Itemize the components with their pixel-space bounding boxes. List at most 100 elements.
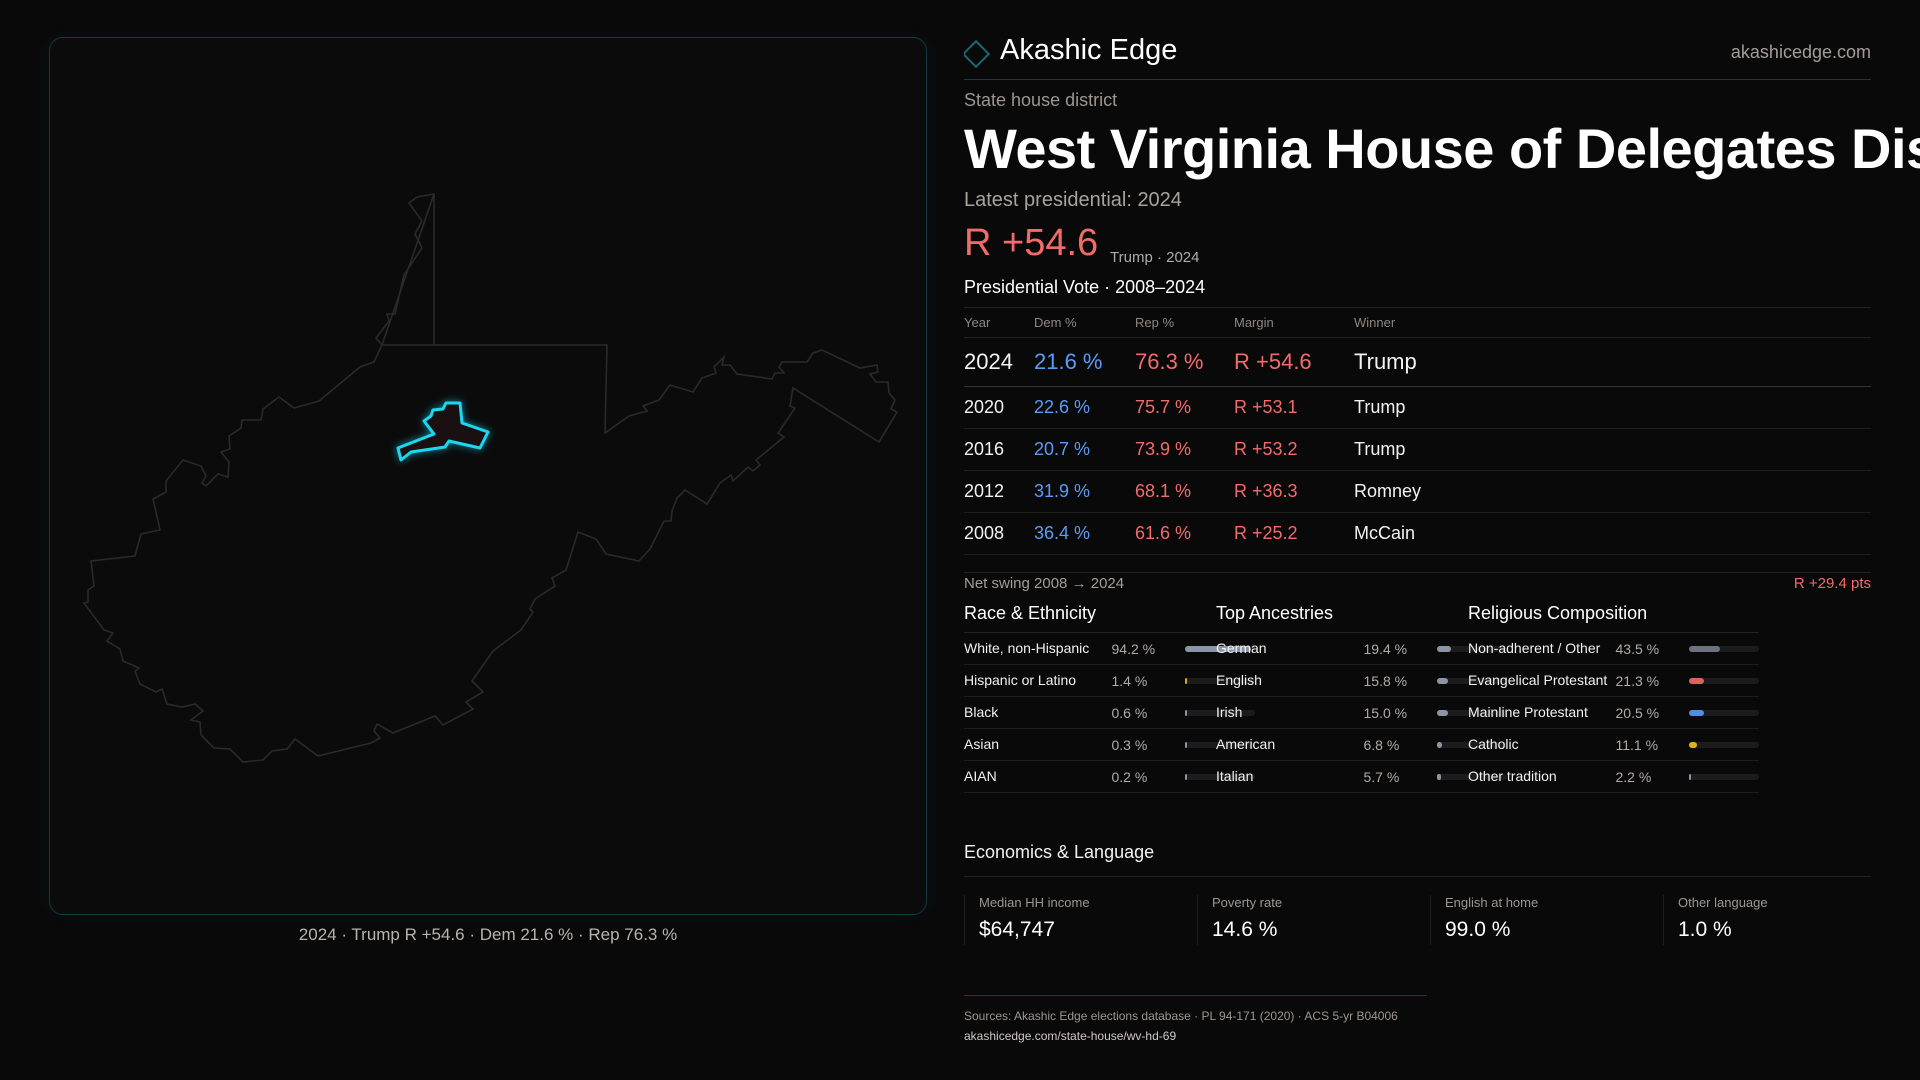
brand-name[interactable]: Akashic Edge <box>1000 34 1178 66</box>
stat-bar-fill <box>1185 741 1187 748</box>
econ-label: Median HH income <box>979 895 1090 910</box>
stat-bar <box>1437 677 1508 684</box>
stat-value: 11.1 % <box>1615 736 1659 753</box>
table-cell: 2024 <box>964 337 1034 387</box>
stat-row: Black 0.6 % <box>964 697 1256 729</box>
stat-row: Non-adherent / Other 43.5 % <box>1468 633 1760 665</box>
map-svg <box>82 192 899 763</box>
stat-label: Italian <box>1216 768 1254 784</box>
stat-row: Other tradition 2.2 % <box>1468 761 1760 793</box>
table-cell: 36.4 % <box>1034 512 1135 555</box>
stat-bar <box>1437 741 1508 748</box>
stat-row: Catholic 11.1 % <box>1468 729 1760 761</box>
stat-row: Italian 5.7 % <box>1216 761 1508 793</box>
site-link[interactable]: akashicedge.com <box>1730 42 1871 62</box>
stat-row: Mainline Protestant 20.5 % <box>1468 697 1760 729</box>
header: Akashic Edge akashicedge.com <box>964 30 1871 80</box>
section-title: Top Ancestries <box>1216 603 1507 633</box>
stat-bar <box>1689 741 1760 748</box>
stat-bar-fill <box>1185 773 1187 780</box>
table-cell: 22.6 % <box>1034 386 1135 429</box>
section-title: Race & Ethnicity <box>964 603 1255 633</box>
stat-value: 19.4 % <box>1363 640 1408 657</box>
stat-row: AIAN 0.2 % <box>964 761 1256 793</box>
district-highlight[interactable] <box>396 401 490 462</box>
stat-row: Hispanic or Latino 1.4 % <box>964 665 1256 697</box>
table-row: 2016 20.7 % 73.9 % R +53.2 Trump <box>964 428 1871 471</box>
district-map[interactable] <box>49 37 927 915</box>
page-url[interactable]: akashicedge.com/state-house/wv-hd-69 <box>964 1029 1177 1043</box>
table-cell: 20.7 % <box>1034 428 1135 471</box>
stat-label: Irish <box>1216 704 1243 720</box>
district-type: State house district <box>964 90 1118 110</box>
stat-value: 20.5 % <box>1615 704 1660 721</box>
stat-label: White, non-Hispanic <box>964 640 1090 656</box>
stat-value: 2.2 % <box>1615 768 1652 785</box>
stat-value: 6.8 % <box>1363 736 1400 753</box>
table-cell: 75.7 % <box>1135 386 1234 429</box>
map-caption: 2024 · Trump R +54.6 · Dem 21.6 % · Rep … <box>298 925 678 944</box>
stat-label: American <box>1216 736 1276 752</box>
table-cell: R +53.1 <box>1234 386 1354 429</box>
stat-value: 15.8 % <box>1363 672 1408 689</box>
stat-row: Irish 15.0 % <box>1216 697 1508 729</box>
sources: Sources: Akashic Edge elections database… <box>964 1009 1398 1023</box>
footer: Sources: Akashic Edge elections database… <box>964 995 1427 1046</box>
stat-value: 43.5 % <box>1615 640 1660 657</box>
stat-bar-fill <box>1689 773 1691 780</box>
stat-bar-fill <box>1437 773 1442 780</box>
stat-bar-fill <box>1185 645 1251 652</box>
diamond-icon <box>964 39 991 69</box>
table-cell: Trump <box>1354 337 1871 387</box>
swing-label: Net swing 2008 → 2024 <box>964 575 1125 592</box>
stat-bar <box>1185 773 1256 780</box>
stat-bar-fill <box>1437 677 1449 684</box>
table-cell: 2012 <box>964 470 1034 513</box>
stat-label: Mainline Protestant <box>1468 704 1588 720</box>
detail-panel: Akashic Edge akashicedge.com State house… <box>964 0 1920 1080</box>
stat-bar <box>1437 709 1508 716</box>
table-cell: Trump <box>1354 428 1871 471</box>
table-cell: R +54.6 <box>1234 337 1354 387</box>
stat-bar <box>1185 741 1256 748</box>
stat-label: AIAN <box>964 768 997 784</box>
stat-bar <box>1689 773 1760 780</box>
stat-label: Evangelical Protestant <box>1468 672 1608 688</box>
econ-value: $64,747 <box>979 918 1055 941</box>
econ-value: 99.0 % <box>1445 918 1511 941</box>
table-cell: 2008 <box>964 512 1034 555</box>
table-cell: 76.3 % <box>1135 337 1234 387</box>
stat-value: 0.6 % <box>1111 704 1148 721</box>
stat-bar <box>1185 645 1256 652</box>
section-top-ancestries: Top Ancestries German 19.4 % English 15.8 % I… <box>1216 603 1508 793</box>
table-row: 2024 21.6 % 76.3 % R +54.6 Trump <box>964 337 1871 387</box>
vote-table-title: Presidential Vote · 2008–2024 <box>964 277 1206 297</box>
stat-row: Evangelical Protestant 21.3 % <box>1468 665 1760 697</box>
table-row: 2020 22.6 % 75.7 % R +53.1 Trump <box>964 386 1871 429</box>
stat-row: American 6.8 % <box>1216 729 1508 761</box>
section-religious-composition: Religious Composition Non-adherent / Othe… <box>1468 603 1760 793</box>
section-title: Religious Composition <box>1468 603 1759 633</box>
table-cell: McCain <box>1354 512 1871 555</box>
stat-value: 0.3 % <box>1111 736 1148 753</box>
table-cell: 21.6 % <box>1034 337 1135 387</box>
stat-bar-fill <box>1437 741 1442 748</box>
stat-bar <box>1689 677 1760 684</box>
stat-value: 0.2 % <box>1111 768 1148 785</box>
page-title: West Virginia House of Delegates Distric… <box>964 117 1920 180</box>
stat-bar <box>1437 773 1508 780</box>
stat-row: German 19.4 % <box>1216 633 1508 665</box>
table-cell: 68.1 % <box>1135 470 1234 513</box>
stat-bar-fill <box>1689 645 1720 652</box>
stat-value: 94.2 % <box>1111 640 1156 657</box>
table-row: 2012 31.9 % 68.1 % R +36.3 Romney <box>964 470 1871 513</box>
table-cell: 31.9 % <box>1034 470 1135 513</box>
stat-bar-fill <box>1689 677 1705 684</box>
stat-bar <box>1185 677 1256 684</box>
econ-card: Other language 1.0 % <box>1663 895 1896 945</box>
stat-label: Black <box>964 704 999 720</box>
latest-margin: R +54.6 <box>964 222 1099 264</box>
stat-value: 1.4 % <box>1111 672 1148 689</box>
stat-label: Catholic <box>1468 736 1519 752</box>
econ-card: Median HH income $64,747 <box>964 895 1197 945</box>
